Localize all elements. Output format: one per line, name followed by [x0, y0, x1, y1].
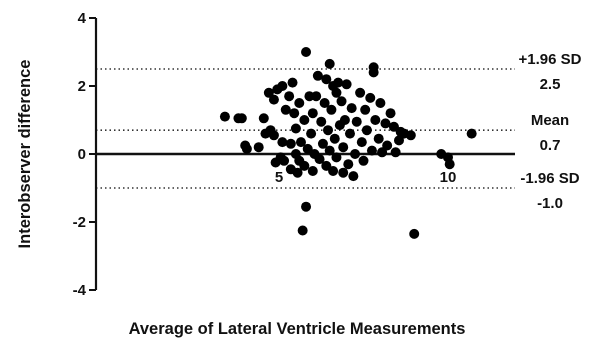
data-point-10 — [268, 94, 279, 105]
data-point-39 — [307, 108, 318, 119]
data-point-42 — [312, 70, 323, 81]
data-point-8 — [263, 87, 274, 98]
data-point-63 — [339, 115, 350, 125]
data-point-97 — [466, 128, 477, 139]
data-point-38 — [307, 166, 318, 176]
data-point-46 — [319, 98, 330, 108]
y-tick-label-0: 4 — [78, 10, 87, 27]
data-point-31 — [299, 160, 310, 171]
data-point-72 — [356, 137, 367, 148]
data-point-44 — [316, 116, 327, 127]
data-point-76 — [365, 92, 376, 103]
data-point-86 — [385, 108, 396, 119]
data-point-50 — [324, 145, 335, 156]
data-point-48 — [321, 74, 332, 85]
reference-labels: +1.96 SD 2.5 Mean 0.7 -1.96 SD -1.0 — [519, 51, 582, 212]
data-point-34 — [301, 47, 312, 57]
data-point-15 — [277, 81, 288, 91]
data-point-77 — [366, 145, 377, 156]
data-point-75 — [361, 125, 372, 136]
data-point-68 — [348, 171, 359, 182]
data-point-60 — [336, 96, 347, 107]
x-tick-label-0: 5 — [275, 169, 283, 186]
axes — [94, 18, 515, 290]
reference-value-1: 0.7 — [540, 137, 561, 154]
data-point-70 — [351, 116, 362, 127]
data-point-4 — [241, 143, 252, 154]
data-point-29 — [295, 137, 306, 148]
data-point-61 — [338, 167, 349, 178]
y-tick-label-2: 0 — [78, 146, 86, 163]
y-tick-label-1: 2 — [78, 78, 86, 95]
data-point-73 — [358, 155, 369, 166]
data-point-2 — [236, 113, 247, 124]
scatter-points — [219, 47, 477, 239]
data-point-67 — [346, 103, 357, 114]
reference-value-0: 2.5 — [540, 76, 561, 93]
data-point-27 — [294, 98, 305, 108]
reference-label-2: -1.96 SD — [520, 170, 579, 187]
data-point-21 — [285, 138, 296, 149]
data-point-74 — [360, 104, 371, 115]
data-point-0 — [219, 111, 230, 122]
data-point-49 — [323, 125, 334, 136]
data-point-53 — [328, 166, 339, 176]
data-point-57 — [331, 152, 342, 163]
data-point-64 — [341, 79, 352, 90]
x-axis-title: Average of Lateral Ventricle Measurement… — [129, 320, 466, 338]
data-point-81 — [373, 133, 384, 144]
data-point-25 — [290, 123, 301, 134]
data-point-83 — [377, 147, 388, 158]
data-point-45 — [317, 138, 328, 149]
y-tick-label-4: -4 — [73, 282, 87, 299]
data-point-92 — [405, 130, 416, 141]
x-tick-label-1: 10 — [440, 169, 457, 186]
data-point-93 — [409, 228, 420, 239]
data-point-52 — [326, 104, 337, 115]
data-point-26 — [292, 167, 303, 178]
data-point-58 — [333, 77, 344, 88]
data-point-33 — [301, 201, 312, 212]
y-axis-title: Interobserver difference — [16, 60, 34, 249]
data-point-96 — [444, 159, 455, 170]
data-point-18 — [280, 104, 291, 115]
data-point-19 — [284, 91, 295, 102]
data-point-5 — [253, 142, 264, 153]
y-tick-label-3: -2 — [73, 214, 86, 231]
data-point-79 — [368, 67, 379, 78]
data-point-41 — [311, 91, 322, 102]
data-point-16 — [277, 137, 288, 148]
reference-label-0: +1.96 SD — [519, 51, 582, 68]
data-point-62 — [338, 142, 349, 153]
data-point-85 — [382, 140, 393, 151]
data-point-51 — [324, 58, 335, 69]
data-point-37 — [306, 128, 317, 139]
data-point-88 — [390, 147, 401, 158]
data-point-55 — [329, 133, 340, 144]
data-point-65 — [343, 159, 354, 170]
data-point-71 — [355, 87, 366, 98]
data-point-80 — [370, 115, 381, 125]
data-point-17 — [279, 155, 290, 166]
data-point-11 — [268, 130, 279, 141]
data-point-84 — [380, 118, 391, 129]
data-point-30 — [297, 225, 308, 236]
data-point-89 — [393, 135, 404, 146]
data-point-32 — [299, 115, 310, 125]
reference-label-1: Mean — [531, 112, 569, 129]
data-point-23 — [289, 108, 300, 119]
ticks: 4 2 0 -2 -4 5 10 — [73, 10, 457, 299]
data-point-22 — [287, 77, 298, 88]
data-point-43 — [314, 154, 325, 165]
data-point-66 — [344, 128, 355, 139]
data-point-82 — [375, 98, 386, 108]
data-point-6 — [258, 113, 269, 124]
reference-value-2: -1.0 — [537, 195, 563, 212]
data-point-69 — [350, 149, 361, 159]
data-point-56 — [331, 87, 342, 98]
